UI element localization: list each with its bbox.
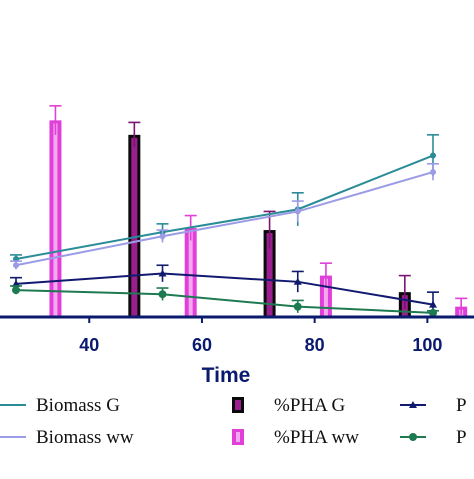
point-4-1 — [158, 269, 167, 277]
point-4-3 — [429, 300, 437, 308]
legend-item-4: P — [400, 395, 467, 416]
legend-item-0: Biomass G — [0, 395, 120, 416]
x-axis-title: Time — [202, 364, 251, 387]
bar-3-2-highlight — [323, 278, 328, 317]
point-1-0 — [13, 262, 19, 269]
bar-2-0-inner — [131, 137, 138, 317]
legend-item-1: Biomass ww — [0, 427, 134, 448]
legend-item-2: %PHA G — [232, 395, 346, 416]
legend-item-5: P — [400, 427, 467, 448]
point-5-1 — [158, 290, 167, 299]
point-1-1 — [159, 233, 166, 240]
series-line-4 — [15, 272, 434, 306]
x-tick-label-2: 80 — [305, 335, 325, 355]
legend-label-0: Biomass G — [36, 395, 120, 416]
x-tick-label-1: 60 — [192, 335, 212, 355]
point-5-3 — [429, 308, 437, 317]
point-0-3 — [430, 152, 436, 159]
legend-label-2: %PHA G — [274, 395, 346, 416]
series-line-1 — [15, 171, 434, 267]
bar-3-0-highlight — [53, 123, 58, 317]
legend-item-3: %PHA ww — [232, 427, 359, 448]
legend-label-3: %PHA ww — [274, 427, 359, 448]
series-line-0 — [15, 154, 434, 261]
legend-label-1: Biomass ww — [36, 427, 134, 448]
series-line-5 — [15, 289, 434, 314]
legend-swatch-inner-2 — [235, 400, 241, 410]
point-5-2 — [293, 302, 302, 311]
point-1-2 — [294, 208, 301, 215]
bar-2-1-inner — [266, 233, 273, 317]
bars-layer — [49, 105, 468, 317]
x-ticks-layer: 40 60 80 100 — [79, 317, 442, 355]
legend-label-5: P — [456, 427, 467, 448]
lines-layer — [10, 134, 439, 317]
point-4-0 — [12, 279, 20, 287]
x-tick-label-3: 100 — [412, 335, 442, 355]
x-tick-label-0: 40 — [79, 335, 99, 355]
legend-swatch-inner-3 — [236, 432, 240, 442]
legend-marker-4 — [409, 401, 417, 408]
legend-marker-5 — [409, 433, 417, 441]
legend: Biomass G Biomass ww %PHA G %PHA ww PP — [0, 395, 467, 448]
point-1-3 — [430, 169, 436, 176]
bar-3-1-highlight — [188, 230, 193, 317]
legend-label-4: P — [456, 395, 467, 416]
point-4-2 — [293, 277, 302, 285]
point-5-0 — [12, 286, 20, 295]
